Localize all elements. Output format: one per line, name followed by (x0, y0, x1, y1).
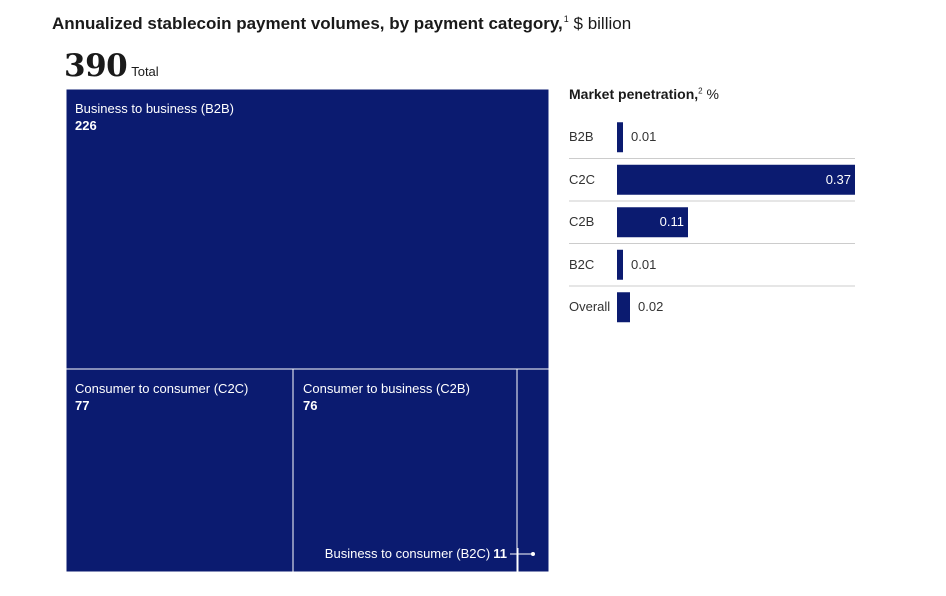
tile-label-c2b: Consumer to business (C2B) 76 (303, 380, 470, 414)
treemap-tile-b2c (516, 368, 550, 573)
tile-label-b2c: Business to consumer (B2C) 11 (325, 546, 507, 561)
bar-b2b (617, 122, 623, 153)
market-penetration-title-text: Market penetration, (569, 86, 699, 102)
tile-value-c2c: 77 (75, 398, 90, 413)
treemap-tile-c2c (65, 368, 294, 573)
tile-name-c2c: Consumer to consumer (C2C) (75, 381, 249, 396)
tile-label-b2b: Business to business (B2B) 226 (75, 100, 234, 134)
bar-category-b2b: B2B (569, 129, 594, 145)
market-penetration-unit: % (706, 86, 719, 102)
chart-title-text: Annualized stablecoin payment volumes, b… (52, 14, 563, 33)
bar-value-c2b: 0.11 (659, 214, 684, 230)
b2c-leader-dot (531, 552, 535, 556)
tile-name-b2c: Business to consumer (B2C) (324, 546, 491, 561)
tile-value-b2c: 11 (493, 546, 507, 561)
bar-category-c2c: C2C (569, 171, 596, 187)
bar-b2c (617, 249, 623, 280)
tile-label-c2c: Consumer to consumer (C2C) 77 (75, 380, 248, 414)
market-penetration-chart (569, 122, 855, 323)
chart-title-unit: $ billion (573, 14, 632, 33)
tile-value-c2b: 76 (303, 398, 318, 413)
tile-name-b2b: Business to business (B2B) (75, 101, 234, 116)
tile-value-b2b: 226 (75, 118, 97, 133)
bar-category-c2b: C2B (569, 214, 595, 230)
chart-title: Annualized stablecoin payment volumes, b… (52, 14, 631, 34)
bar-overall (617, 292, 630, 323)
bar-c2b (617, 207, 688, 238)
bar-c2c (617, 164, 855, 195)
total-value: 390 (64, 48, 128, 84)
bar-category-b2c: B2C (569, 256, 595, 272)
total-label: Total (131, 64, 159, 79)
tile-name-c2b: Consumer to business (C2B) (303, 381, 470, 396)
bar-value-c2c: 0.37 (825, 171, 851, 187)
bar-value-b2b: 0.01 (631, 129, 657, 145)
market-penetration-title: Market penetration,2 % (569, 86, 719, 102)
total-summary: 390 Total (64, 48, 159, 84)
title-footnote-mark: 1 (563, 14, 569, 25)
treemap-tile-c2b (292, 368, 518, 573)
bar-value-b2c: 0.01 (631, 256, 657, 272)
market-penetration-footnote-mark: 2 (698, 86, 703, 96)
bar-value-overall: 0.02 (638, 299, 664, 315)
bar-category-overall: Overall (569, 299, 611, 315)
